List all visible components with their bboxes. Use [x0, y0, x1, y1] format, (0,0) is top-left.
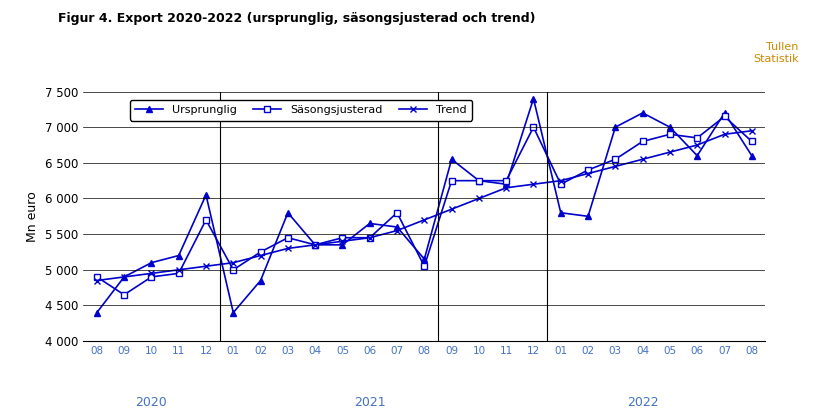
Ursprunglig	[611, 125, 621, 130]
Ursprunglig	[556, 210, 566, 215]
Line: Trend: Trend	[93, 127, 755, 284]
Säsongsjusterad	[692, 135, 702, 140]
Säsongsjusterad	[583, 168, 593, 173]
Säsongsjusterad	[720, 114, 730, 119]
Ursprunglig	[201, 193, 211, 198]
Ursprunglig	[392, 225, 402, 230]
Ursprunglig	[92, 310, 102, 315]
Säsongsjusterad	[665, 132, 675, 137]
Trend	[720, 132, 730, 137]
Trend	[228, 260, 238, 265]
Trend	[747, 128, 757, 133]
Säsongsjusterad	[528, 125, 538, 130]
Ursprunglig	[720, 110, 730, 115]
Säsongsjusterad	[310, 243, 320, 248]
Säsongsjusterad	[556, 182, 566, 187]
Trend	[447, 207, 457, 212]
Text: Tullen
Statistik: Tullen Statistik	[753, 42, 799, 64]
Säsongsjusterad	[146, 275, 156, 280]
Säsongsjusterad	[501, 178, 511, 183]
Trend	[665, 150, 675, 155]
Trend	[283, 246, 293, 251]
Säsongsjusterad	[174, 271, 184, 276]
Ursprunglig	[255, 278, 265, 283]
Trend	[92, 278, 102, 283]
Trend	[310, 243, 320, 248]
Legend: Ursprunglig, Säsongsjusterad, Trend: Ursprunglig, Säsongsjusterad, Trend	[130, 99, 472, 121]
Ursprunglig	[692, 153, 702, 158]
Trend	[528, 182, 538, 187]
Trend	[201, 264, 211, 269]
Ursprunglig	[637, 110, 647, 115]
Säsongsjusterad	[92, 275, 102, 280]
Trend	[255, 253, 265, 258]
Trend	[419, 218, 429, 223]
Text: 2022: 2022	[626, 396, 658, 409]
Säsongsjusterad	[392, 210, 402, 215]
Ursprunglig	[174, 253, 184, 258]
Säsongsjusterad	[637, 139, 647, 144]
Ursprunglig	[419, 257, 429, 262]
Säsongsjusterad	[419, 264, 429, 269]
Säsongsjusterad	[119, 292, 129, 297]
Ursprunglig	[119, 275, 129, 280]
Trend	[392, 228, 402, 233]
Säsongsjusterad	[255, 250, 265, 255]
Ursprunglig	[747, 153, 757, 158]
Trend	[692, 143, 702, 148]
Ursprunglig	[447, 157, 457, 162]
Ursprunglig	[283, 210, 293, 215]
Ursprunglig	[528, 96, 538, 101]
Ursprunglig	[501, 182, 511, 187]
Ursprunglig	[665, 125, 675, 130]
Trend	[119, 275, 129, 280]
Säsongsjusterad	[611, 157, 621, 162]
Text: Figur 4. Export 2020-2022 (ursprunglig, säsongsjusterad och trend): Figur 4. Export 2020-2022 (ursprunglig, …	[58, 12, 536, 25]
Säsongsjusterad	[338, 235, 348, 240]
Säsongsjusterad	[747, 139, 757, 144]
Säsongsjusterad	[201, 218, 211, 223]
Trend	[174, 267, 184, 272]
Trend	[364, 235, 374, 240]
Trend	[611, 164, 621, 169]
Säsongsjusterad	[364, 235, 374, 240]
Säsongsjusterad	[447, 178, 457, 183]
Säsongsjusterad	[474, 178, 484, 183]
Säsongsjusterad	[283, 235, 293, 240]
Ursprunglig	[364, 221, 374, 226]
Text: 2020: 2020	[136, 396, 167, 409]
Ursprunglig	[474, 178, 484, 183]
Text: 2021: 2021	[354, 396, 385, 409]
Trend	[146, 271, 156, 276]
Ursprunglig	[310, 243, 320, 248]
Trend	[474, 196, 484, 201]
Ursprunglig	[338, 243, 348, 248]
Trend	[338, 239, 348, 244]
Trend	[583, 171, 593, 176]
Trend	[556, 178, 566, 183]
Y-axis label: Mn euro: Mn euro	[27, 191, 39, 242]
Trend	[501, 185, 511, 190]
Ursprunglig	[146, 260, 156, 265]
Ursprunglig	[228, 310, 238, 315]
Line: Säsongsjusterad: Säsongsjusterad	[93, 113, 755, 298]
Line: Ursprunglig: Ursprunglig	[93, 95, 755, 316]
Säsongsjusterad	[228, 267, 238, 272]
Trend	[637, 157, 647, 162]
Ursprunglig	[583, 214, 593, 219]
